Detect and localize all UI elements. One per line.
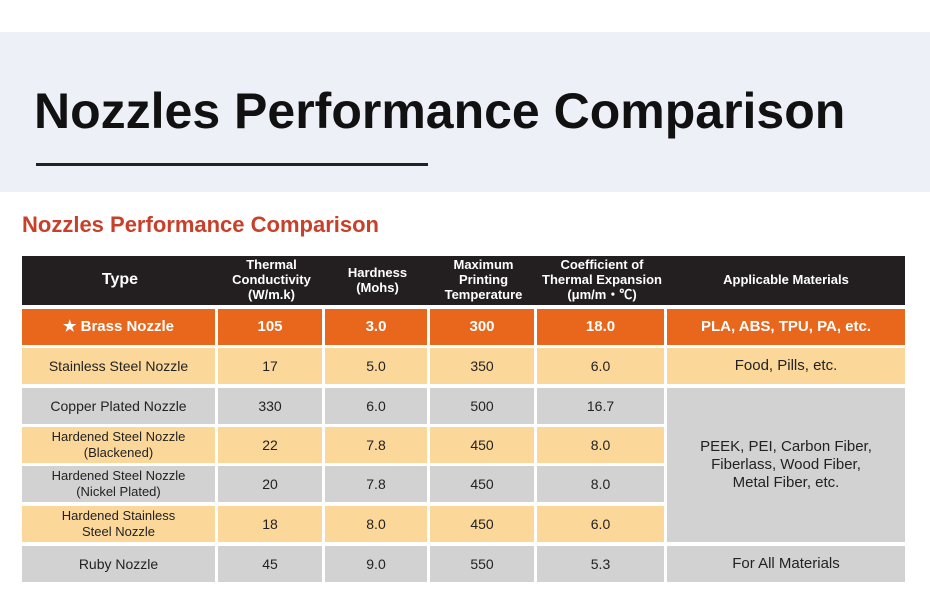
- table-cell: Food, Pills, etc.: [667, 348, 905, 384]
- table-cell: 8.0: [325, 506, 427, 542]
- row-label: Hardened Steel Nozzle (Blackened): [22, 427, 215, 463]
- table-cell: 8.0: [537, 466, 664, 502]
- table-cell: 6.0: [537, 506, 664, 542]
- column-header: Applicable Materials: [723, 272, 849, 288]
- table-cell: 7.8: [325, 427, 427, 463]
- header-row: [22, 256, 905, 305]
- table-cell: For All Materials: [667, 546, 905, 582]
- column-header: Maximum Printing Temperature: [444, 257, 523, 302]
- table-cell: 450: [430, 506, 534, 542]
- table-cell: 300: [430, 309, 534, 345]
- table-cell: 16.7: [537, 388, 664, 424]
- table-cell: 6.0: [537, 348, 664, 384]
- table-cell: 5.3: [537, 546, 664, 582]
- table-cell: 105: [218, 309, 322, 345]
- table-cell: 45: [218, 546, 322, 582]
- table-cell: PEEK, PEI, Carbon Fiber, Fiberlass, Wood…: [667, 388, 905, 542]
- column-header: Hardness (Mohs): [347, 264, 408, 295]
- table-cell: 18: [218, 506, 322, 542]
- table-cell: 17: [218, 348, 322, 384]
- title-underline: [36, 163, 428, 166]
- table-cell: 20: [218, 466, 322, 502]
- table-cell: 18.0: [537, 309, 664, 345]
- table-cell: 3.0: [325, 309, 427, 345]
- table-cell: 450: [430, 427, 534, 463]
- table-cell: 450: [430, 466, 534, 502]
- column-header: Type: [101, 271, 139, 289]
- table-cell: 9.0: [325, 546, 427, 582]
- table-cell: 5.0: [325, 348, 427, 384]
- subtitle: Nozzles Performance Comparison: [22, 212, 379, 237]
- table-cell: 6.0: [325, 388, 427, 424]
- table-cell: 550: [430, 546, 534, 582]
- row-label: ★ Brass Nozzle: [22, 309, 215, 345]
- column-header: Coefficient of Thermal Expansion (μm/m・℃…: [542, 257, 662, 302]
- row-label: Stainless Steel Nozzle: [22, 348, 215, 384]
- row-label: Copper Plated Nozzle: [22, 388, 215, 424]
- column-header: Thermal Conductivity (W/m.k): [232, 257, 311, 302]
- row-label: Hardened Stainless Steel Nozzle: [22, 506, 215, 542]
- page-title: Nozzles Performance Comparison: [34, 83, 846, 139]
- table-cell: 8.0: [537, 427, 664, 463]
- table-cell: PLA, ABS, TPU, PA, etc.: [667, 309, 905, 345]
- row-label: Hardened Steel Nozzle (Nickel Plated): [22, 466, 215, 502]
- table-cell: 7.8: [325, 466, 427, 502]
- table-cell: 22: [218, 427, 322, 463]
- row-label: Ruby Nozzle: [22, 546, 215, 582]
- table-cell: 350: [430, 348, 534, 384]
- table-cell: 330: [218, 388, 322, 424]
- table-cell: 500: [430, 388, 534, 424]
